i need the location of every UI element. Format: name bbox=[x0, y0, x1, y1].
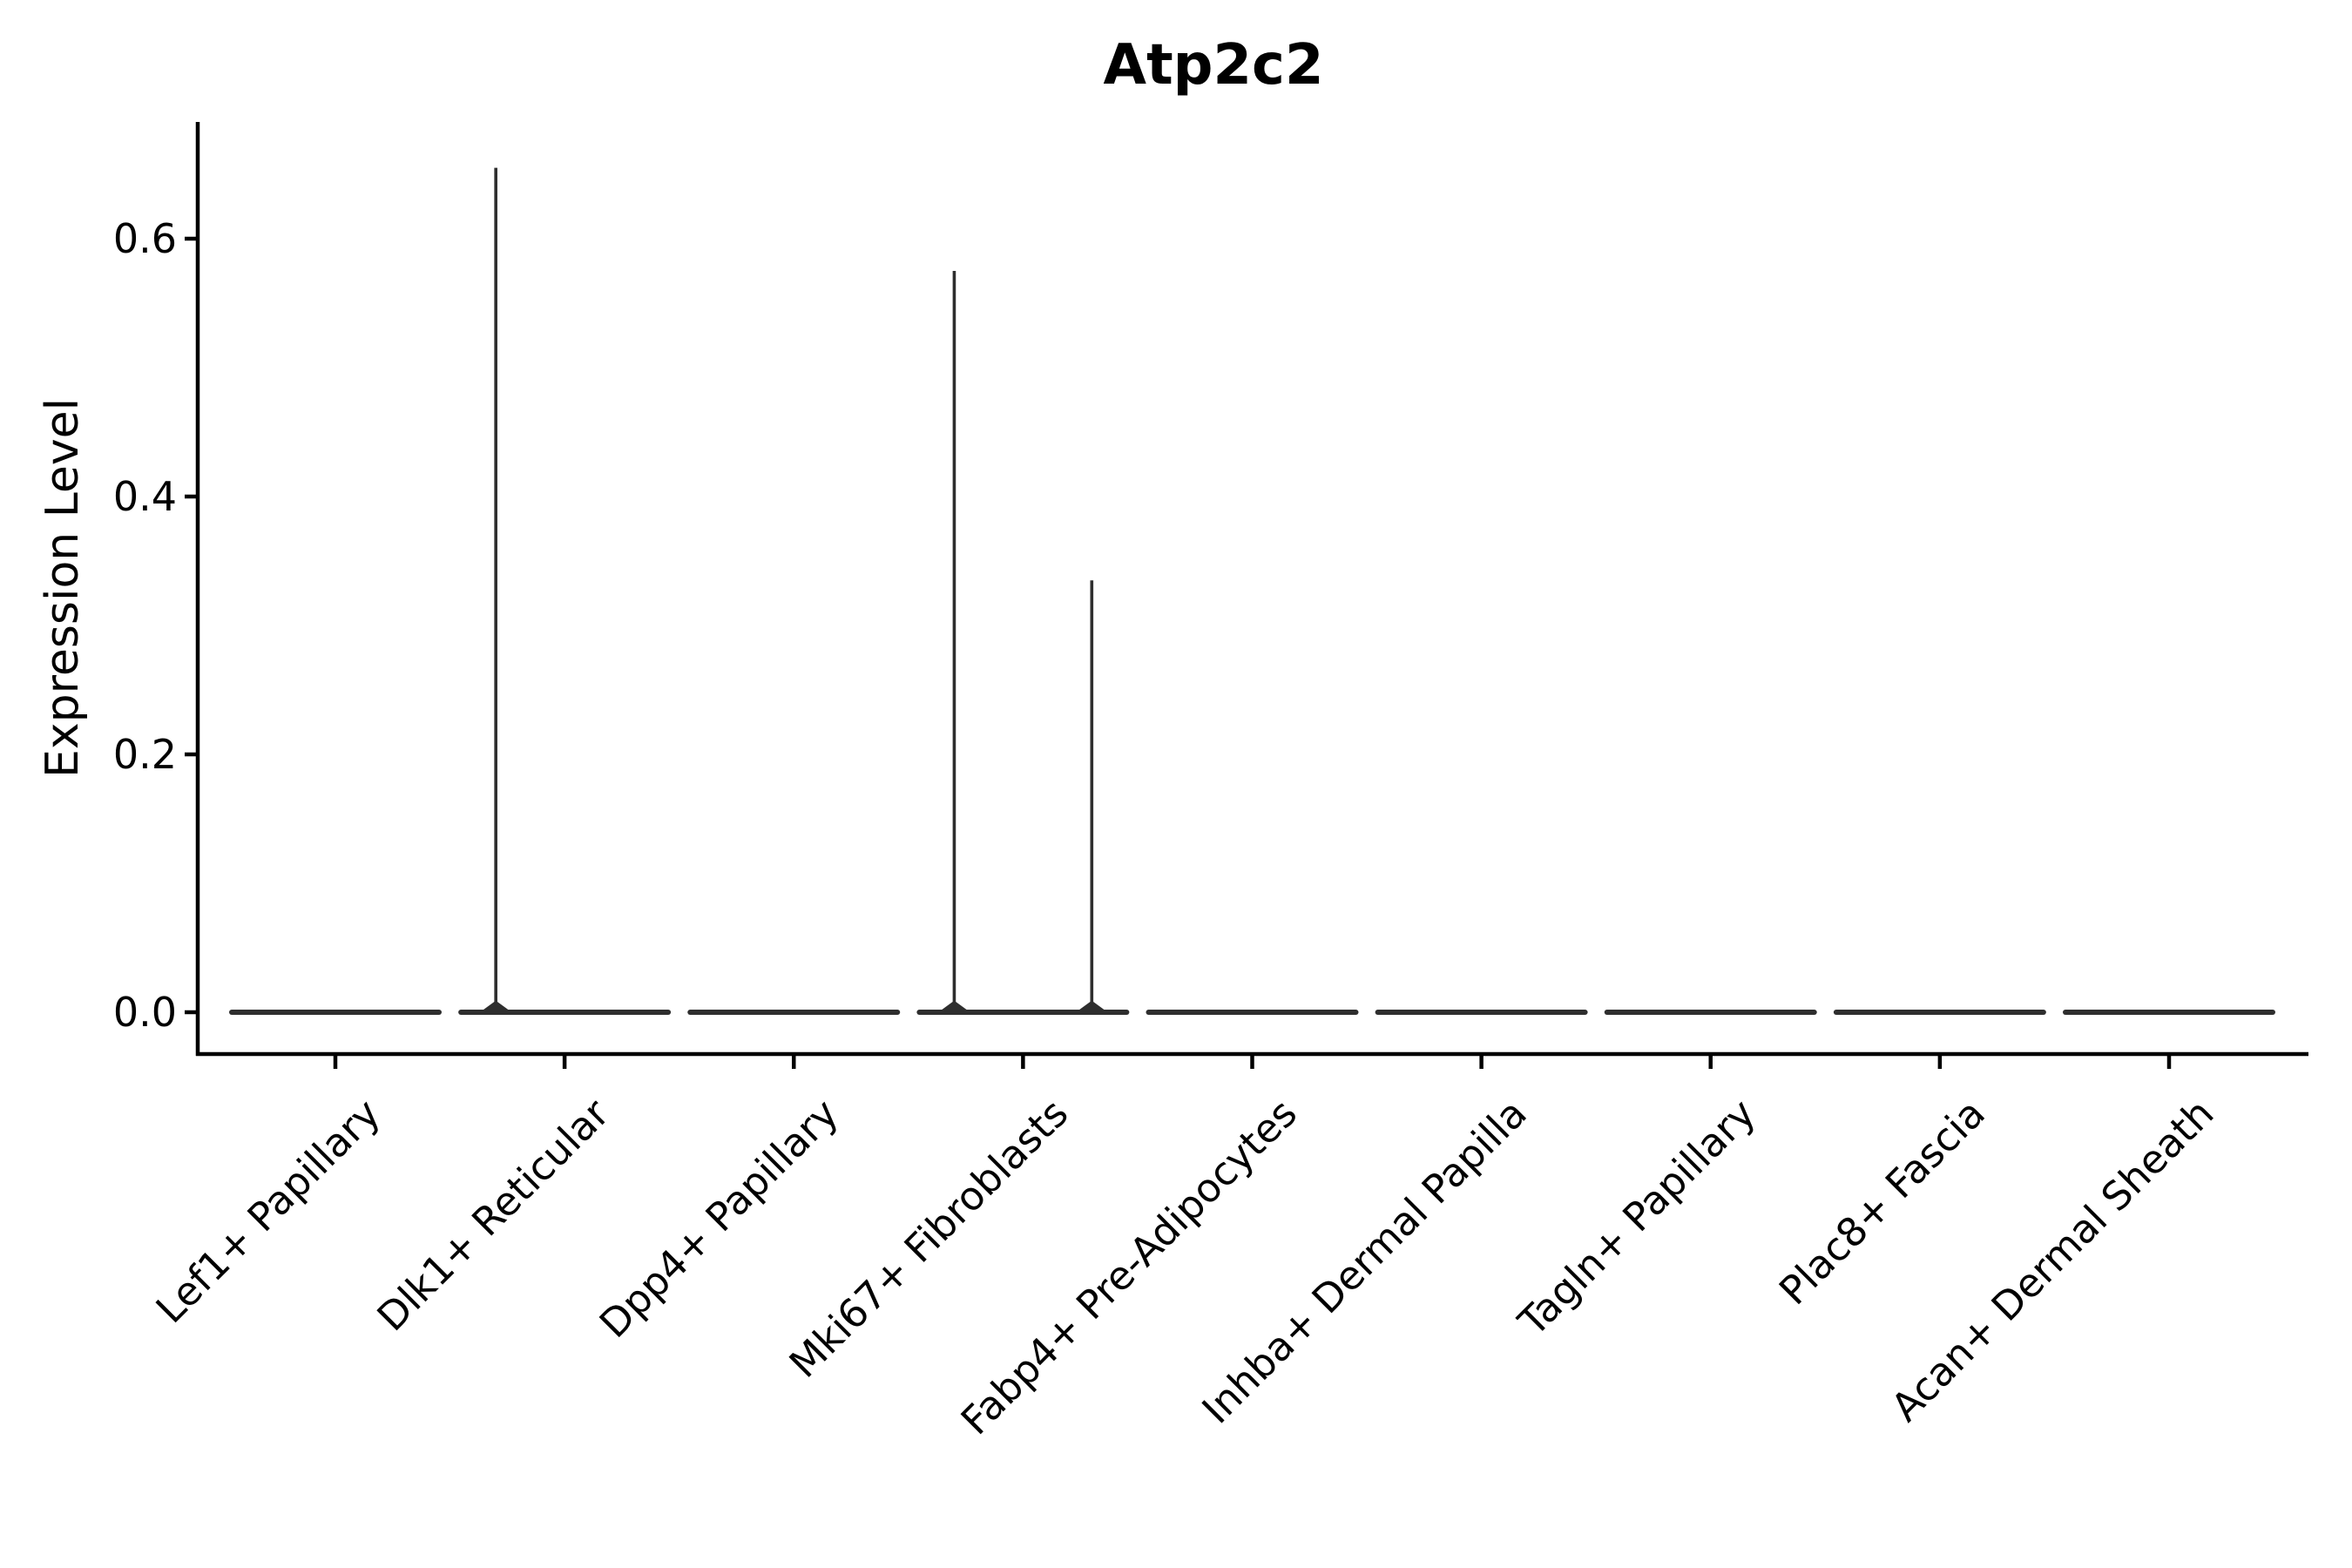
violin-tail-spike bbox=[936, 271, 973, 1014]
y-axis-label: Expression Level bbox=[37, 397, 89, 779]
y-tick-label: 0.6 bbox=[112, 215, 177, 262]
violin-tail-spike bbox=[1073, 580, 1111, 1014]
y-tick-label: 0.4 bbox=[112, 473, 177, 520]
y-tick-label: 0.2 bbox=[112, 731, 177, 778]
y-tick-label: 0.0 bbox=[112, 989, 177, 1036]
violin-tail-spike bbox=[477, 167, 515, 1015]
chart-title: Atp2c2 bbox=[1103, 33, 1324, 98]
